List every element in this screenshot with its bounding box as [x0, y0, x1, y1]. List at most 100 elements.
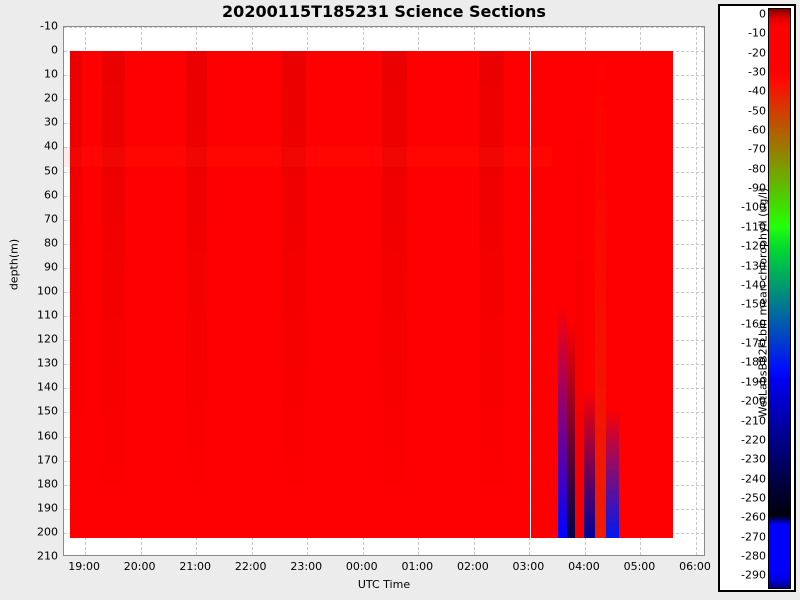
heatmap-column	[630, 51, 642, 538]
colorbar-tick-label: -240	[741, 472, 766, 486]
y-tick-label: 180	[37, 477, 58, 491]
colorbar-tick-label: -150	[741, 297, 766, 311]
x-tick-label: 04:00	[568, 560, 600, 573]
y-tick-label: -10	[40, 19, 58, 33]
x-tick-label: 00:00	[345, 560, 378, 573]
colorbar-tick-label: -190	[741, 375, 766, 389]
colorbar-tick-label: -20	[748, 46, 766, 60]
colorbar-tick-label: 0	[759, 7, 766, 21]
surface-band	[64, 147, 552, 167]
y-tick-label: 200	[37, 525, 58, 539]
heatmap-column	[356, 51, 383, 538]
colorbar-tick-label: -70	[748, 142, 766, 156]
colorbar-tick-label: -50	[748, 104, 766, 118]
y-tick-label: 70	[44, 212, 58, 226]
heatmap-column	[558, 51, 568, 538]
y-tick-label: 0	[51, 43, 58, 57]
heatmap-column	[567, 51, 575, 538]
page-title: 20200115T185231 Science Sections	[222, 2, 546, 21]
colorbar-tick-label: -60	[748, 123, 766, 137]
x-tick-label: 21:00	[179, 560, 212, 573]
y-tick-label: 90	[44, 260, 58, 274]
x-tick-label: 01:00	[401, 560, 434, 573]
y-tick-label: 30	[44, 115, 58, 129]
y-tick-label: 60	[44, 188, 58, 202]
y-tick-label: 50	[44, 164, 58, 178]
colorbar-gradient	[769, 9, 790, 588]
colorbar-tick-label: -220	[741, 433, 766, 447]
y-tick-label: 40	[44, 139, 58, 153]
colorbar-tick-label: -170	[741, 336, 766, 350]
heatmap-column	[407, 51, 431, 538]
y-tick-label: 160	[37, 429, 58, 443]
colorbar-tick-label: -280	[741, 549, 766, 563]
colorbar-tick-label: -210	[741, 414, 766, 427]
y-axis-ticks: -10 0 10 20 30 40 50 60 70 80 90 100 110 120 130 140 150…	[8, 20, 58, 563]
colorbar-tick-label: -290	[741, 568, 766, 582]
colorbar-strip	[768, 8, 791, 589]
x-tick-label: 06:00	[679, 560, 711, 573]
colorbar-tick-label: -200	[741, 394, 766, 408]
heatmap-column	[143, 51, 163, 538]
heatmap-column	[583, 51, 595, 538]
heatmap-column	[550, 51, 559, 538]
plot-axes	[63, 26, 705, 556]
colorbar-tick-label: -180	[741, 355, 766, 369]
colorbar-tick-label: -270	[741, 530, 766, 544]
heatmap-canvas	[64, 27, 706, 557]
colorbar-tick-label: -80	[748, 162, 766, 176]
heatmap-column	[125, 51, 144, 538]
colorbar-tick-label: -120	[741, 239, 766, 253]
y-tick-label: 150	[37, 404, 58, 418]
heatmap-column	[530, 51, 551, 538]
y-tick-label: 80	[44, 236, 58, 250]
heatmap-column	[594, 51, 607, 538]
heatmap-column	[306, 51, 333, 538]
colorbar-label: WetLabsBB2FLbin mean chlorophyll (ug/l)	[756, 187, 770, 418]
heatmap-column	[207, 51, 230, 538]
x-axis-ticks: 19:00 20:00 21:00 22:00 23:00 00:00 01:00 02:00…	[63, 560, 711, 576]
y-tick-label: 190	[37, 501, 58, 515]
heatmap-column	[254, 51, 281, 538]
heatmap-column	[479, 51, 505, 538]
heatmap-column	[606, 51, 620, 538]
x-tick-label: 19:00	[68, 560, 100, 573]
colorbar-tick-label: -100	[741, 200, 766, 214]
heatmap-column	[332, 51, 357, 538]
y-tick-label: 170	[37, 453, 58, 467]
colorbar-ticks: 0 -10 -20 -30 -40 -50 -60 -70 -80 -90 -100 -110 -120…	[718, 4, 766, 592]
heatmap-column	[430, 51, 457, 538]
y-tick-label: 130	[37, 356, 58, 370]
colorbar-tick-label: -130	[741, 259, 766, 273]
colorbar-tick-label: -160	[741, 317, 766, 331]
colorbar-tick-label: -10	[748, 26, 766, 40]
colorbar-tick-label: -230	[741, 452, 766, 466]
colorbar-tick-label: -90	[748, 181, 766, 195]
colorbar-tick-label: -40	[748, 84, 766, 98]
x-tick-label: 03:00	[512, 560, 545, 573]
heatmap-column	[504, 51, 531, 538]
colorbar-tick-label: -250	[741, 491, 766, 505]
gridline-vertical	[696, 27, 697, 555]
y-tick-label: 20	[44, 91, 58, 105]
heatmap-column	[663, 51, 673, 538]
heatmap-column	[186, 51, 208, 538]
x-axis-label: UTC Time	[357, 578, 411, 591]
y-tick-label: 100	[37, 284, 58, 298]
x-tick-label: 05:00	[623, 560, 656, 573]
heatmap-column	[229, 51, 255, 538]
heatmap-column	[382, 51, 408, 538]
colorbar-tick-label: -140	[741, 278, 766, 292]
gridline-horizontal	[64, 27, 704, 28]
heatmap-column	[162, 51, 187, 538]
heatmap-column	[69, 51, 83, 538]
x-tick-label: 20:00	[123, 560, 156, 573]
y-tick-label: 210	[37, 549, 58, 563]
y-axis-label: depth(m)	[7, 238, 21, 291]
colorbar-tick-label: -30	[748, 65, 766, 79]
heatmap-column	[101, 51, 126, 538]
colorbar-tick-label: -110	[741, 220, 766, 234]
heatmap-column	[456, 51, 480, 538]
heatmap-column	[82, 51, 102, 538]
